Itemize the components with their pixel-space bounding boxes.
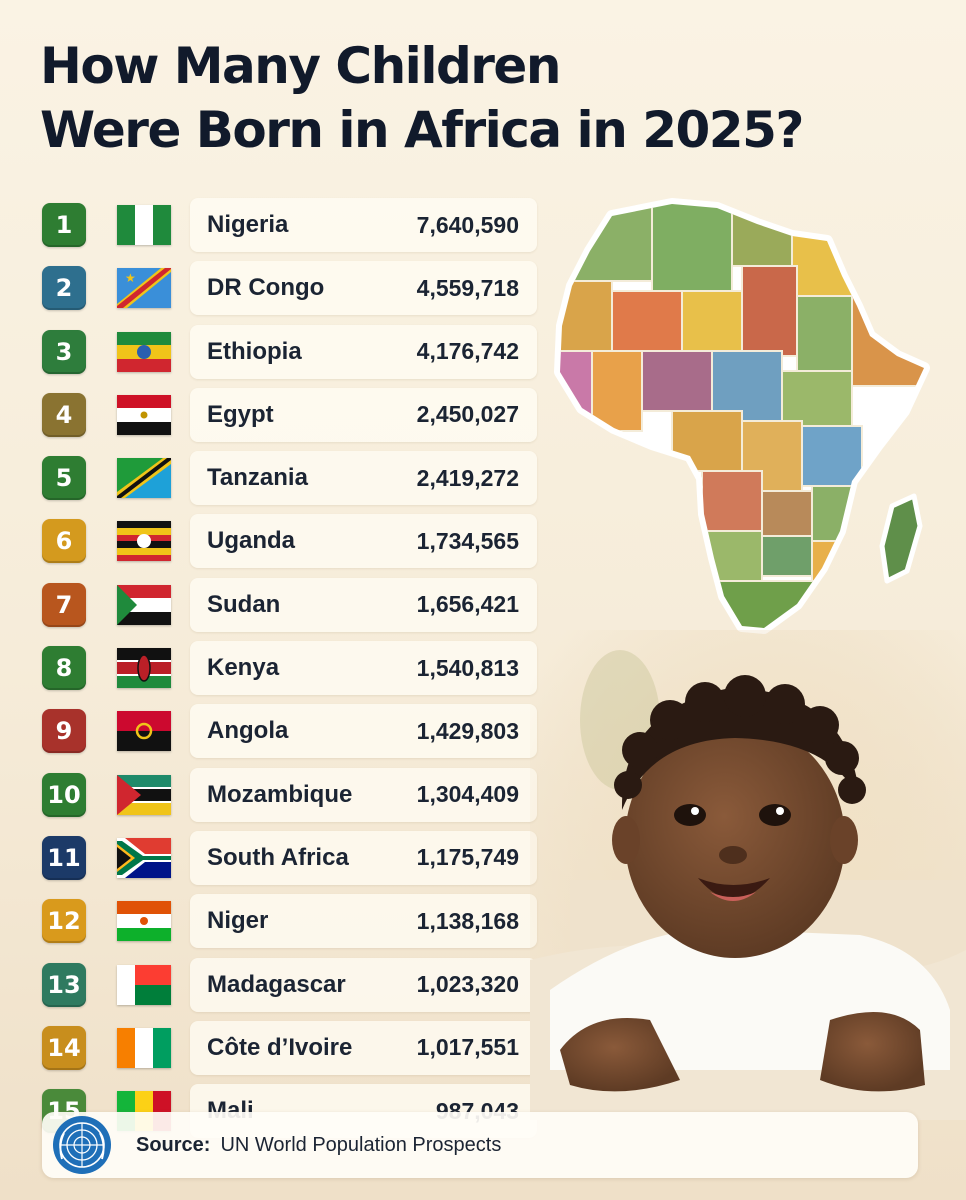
title-line-2: Were Born in Africa in 2025?: [40, 101, 804, 159]
cote-divoire-flag-icon: [114, 1026, 174, 1070]
birth-count: 1,138,168: [416, 907, 519, 934]
table-row: 7 Sudan 1,656,421: [42, 576, 537, 634]
birth-count: 1,429,803: [416, 717, 519, 744]
row-panel: [190, 894, 537, 949]
birth-count: 1,304,409: [416, 781, 519, 808]
table-row: 13 Madagascar 1,023,320: [42, 956, 537, 1014]
country-name: Kenya: [207, 654, 280, 682]
country-name: Madagascar: [207, 970, 346, 998]
birth-count: 1,656,421: [416, 591, 519, 618]
country-name: Ethiopia: [207, 337, 302, 365]
country-name: Mozambique: [207, 780, 353, 808]
row-panel: [190, 957, 537, 1012]
niger-flag-icon: [114, 899, 174, 943]
country-name: Nigeria: [207, 211, 289, 238]
rank-badge: 10: [42, 772, 86, 817]
un-logo-icon: [53, 1116, 111, 1174]
birth-count: 4,559,718: [416, 274, 519, 301]
row-panel: [190, 261, 537, 316]
table-row: 14 Côte d’Ivoire 1,017,551: [42, 1019, 537, 1077]
page-title: How Many Children Were Born in Africa in…: [40, 34, 940, 162]
source-text: UN World Population Prospects: [220, 1133, 502, 1156]
source-label: Source:: [136, 1133, 211, 1156]
rank-badge: 14: [42, 1025, 86, 1070]
rank-badge: 8: [42, 646, 86, 691]
source-bar: Source: UN World Population Prospects: [42, 1112, 918, 1178]
table-row: 3 Ethiopia 4,176,742: [42, 323, 537, 381]
rank-badge: 13: [42, 962, 86, 1007]
table-row: 9 Angola 1,429,803: [42, 702, 537, 760]
ranking-table: 1 Nigeria 7,640,590 2 ★ DR Congo 4,559,718 3 Eth…: [42, 196, 537, 1145]
row-panel: [190, 577, 537, 632]
table-row: 5 Tanzania 2,419,272: [42, 449, 537, 507]
birth-count: 1,540,813: [416, 654, 519, 681]
table-row: 8 Kenya 1,540,813: [42, 639, 537, 697]
row-panel: [190, 324, 537, 379]
row-panel: [190, 704, 537, 759]
table-row: 11 South Africa 1,175,749: [42, 829, 537, 887]
rank-badge: 1: [42, 203, 86, 247]
country-name: Niger: [207, 907, 269, 935]
country-name: Angola: [207, 717, 289, 745]
ethiopia-flag-icon: [114, 330, 174, 374]
mozambique-flag-icon: [114, 773, 174, 817]
birth-count: 1,734,565: [416, 527, 519, 554]
egypt-flag-icon: [114, 393, 174, 437]
rank-badge: 9: [42, 709, 86, 754]
country-name: Tanzania: [207, 464, 308, 492]
africa-map-icon: [554, 198, 930, 634]
table-row: 10 Mozambique 1,304,409: [42, 766, 537, 824]
country-name: Sudan: [207, 590, 281, 618]
table-row: 1 Nigeria 7,640,590: [42, 196, 537, 254]
madagascar-flag-icon: [114, 963, 174, 1007]
rank-badge: 11: [42, 835, 86, 880]
svg-text:★: ★: [125, 271, 136, 285]
row-panel: [190, 198, 537, 252]
country-name: Côte d’Ivoire: [207, 1033, 353, 1061]
row-panel: [190, 451, 537, 506]
angola-flag-icon: [114, 709, 174, 753]
row-panel: [190, 514, 537, 569]
country-name: Uganda: [207, 527, 296, 555]
birth-count: 1,017,551: [416, 1034, 519, 1061]
uganda-flag-icon: [114, 519, 174, 563]
table-row: 4 Egypt 2,450,027: [42, 386, 537, 444]
table-row: 6 Uganda 1,734,565: [42, 512, 537, 570]
row-panel: [190, 641, 537, 696]
row-panel: [190, 830, 537, 885]
rank-badge: 2: [42, 266, 86, 311]
birth-count: 2,450,027: [416, 401, 519, 428]
rank-badge: 12: [42, 899, 86, 944]
country-name: Egypt: [207, 400, 274, 428]
rank-badge: 4: [42, 392, 86, 437]
title-line-1: How Many Children: [40, 37, 561, 95]
country-name: South Africa: [207, 843, 349, 871]
birth-count: 7,640,590: [416, 211, 519, 238]
smiling-baby-photo: [530, 630, 966, 1120]
south-africa-flag-icon: [114, 836, 174, 880]
table-row: 12 Niger 1,138,168: [42, 892, 537, 950]
birth-count: 1,023,320: [416, 971, 519, 998]
nigeria-flag-icon: [114, 203, 174, 247]
rank-badge: 7: [42, 582, 86, 627]
row-panel: [190, 387, 537, 442]
row-panel: [190, 767, 537, 822]
tanzania-flag-icon: [114, 456, 174, 500]
rank-badge: 3: [42, 329, 86, 374]
rank-badge: 5: [42, 456, 86, 501]
rank-badge: 6: [42, 519, 86, 564]
row-panel: [190, 1020, 537, 1075]
kenya-flag-icon: [114, 646, 174, 690]
country-name: DR Congo: [207, 274, 325, 302]
table-row: 2 ★ DR Congo 4,559,718: [42, 259, 537, 317]
birth-count: 2,419,272: [416, 464, 519, 491]
dr-congo-flag-icon: ★: [114, 266, 174, 310]
birth-count: 4,176,742: [416, 338, 519, 365]
birth-count: 1,175,749: [416, 844, 519, 871]
sudan-flag-icon: [114, 583, 174, 627]
